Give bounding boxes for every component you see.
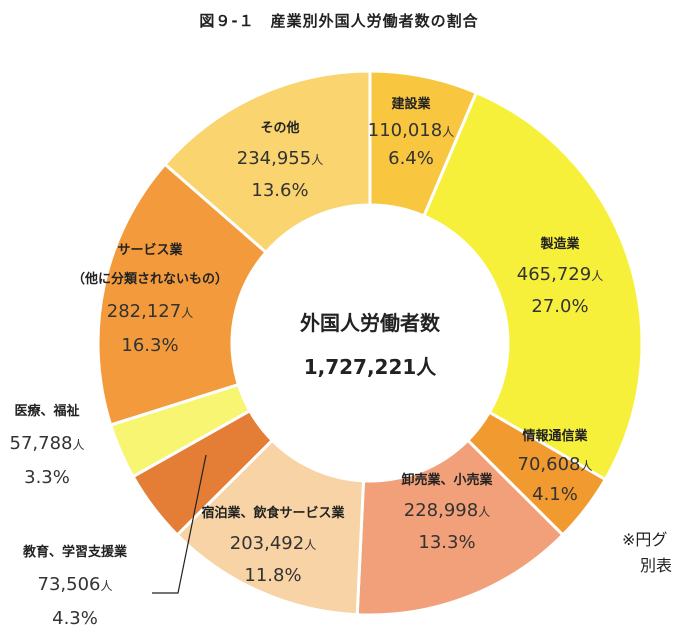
slice-name: 教育、学習支援業 bbox=[22, 544, 128, 560]
slice-4 bbox=[355, 438, 565, 617]
slice-percent: 4.3% bbox=[52, 608, 98, 629]
slice-percent: 11.8% bbox=[244, 565, 301, 586]
slice-name: 建設業 bbox=[391, 96, 431, 112]
slice-name: 卸売業、小売業 bbox=[401, 472, 493, 488]
slice-9 bbox=[162, 69, 372, 255]
note-line-2: 別表 bbox=[640, 556, 673, 575]
slice-subname: （他に分類されないもの） bbox=[72, 271, 228, 287]
slice-label-4: 卸売業、小売業 228,998人 13.3% bbox=[401, 472, 493, 553]
slice-name: 情報通信業 bbox=[522, 428, 588, 444]
center-value: 1,727,221人 bbox=[304, 355, 438, 379]
slice-count: 228,998人 bbox=[404, 500, 490, 521]
slice-8 bbox=[96, 162, 269, 427]
slice-percent: 6.4% bbox=[388, 148, 434, 169]
slice-label-8: サービス業 （他に分類されないもの） 282,127人 16.3% bbox=[72, 242, 228, 356]
slice-name: サービス業 bbox=[117, 242, 183, 258]
slice-count: 282,127人 bbox=[107, 301, 193, 322]
slice-label-7: 医療、福祉 57,788人 3.3% bbox=[10, 403, 85, 488]
note-line-1: ※円グ bbox=[622, 530, 668, 549]
slice-name: 製造業 bbox=[539, 236, 580, 252]
slice-2 bbox=[421, 90, 644, 482]
slice-percent: 13.6% bbox=[251, 180, 308, 201]
slice-labels: 建設業 110,018人 6.4% 製造業 465,729人 27.0% 情報通信業 70,6… bbox=[10, 96, 604, 629]
slice-count: 57,788人 bbox=[10, 433, 85, 454]
education-leader-line bbox=[152, 454, 207, 594]
slice-name: その他 bbox=[260, 120, 299, 136]
slice-percent: 16.3% bbox=[121, 335, 178, 356]
slice-label-6: 教育、学習支援業 73,506人 4.3% bbox=[22, 544, 128, 629]
slice-count: 465,729人 bbox=[517, 264, 603, 285]
slice-percent: 4.1% bbox=[532, 484, 578, 505]
slice-percent: 3.3% bbox=[24, 467, 70, 488]
slice-percent: 13.3% bbox=[418, 532, 475, 553]
center-label: 外国人労働者数 bbox=[300, 311, 441, 335]
slice-label-2: 製造業 465,729人 27.0% bbox=[517, 236, 603, 317]
slice-label-5: 宿泊業、飲食サービス業 203,492人 11.8% bbox=[201, 505, 345, 586]
slice-name: 医療、福祉 bbox=[14, 403, 79, 419]
slice-label-1: 建設業 110,018人 6.4% bbox=[368, 96, 454, 169]
slice-count: 203,492人 bbox=[230, 533, 316, 554]
slice-count: 110,018人 bbox=[368, 120, 454, 141]
donut-slices bbox=[96, 69, 644, 617]
slice-count: 73,506人 bbox=[38, 574, 113, 595]
leader-line bbox=[152, 454, 207, 594]
slice-count: 70,608人 bbox=[518, 454, 593, 475]
slice-name: 宿泊業、飲食サービス業 bbox=[201, 505, 345, 521]
slice-label-9: その他 234,955人 13.6% bbox=[237, 120, 323, 201]
chart-title: 図９-１ 産業別外国人労働者数の割合 bbox=[199, 12, 479, 30]
slice-count: 234,955人 bbox=[237, 148, 323, 169]
slice-percent: 27.0% bbox=[531, 296, 588, 317]
slice-label-3: 情報通信業 70,608人 4.1% bbox=[518, 428, 593, 505]
